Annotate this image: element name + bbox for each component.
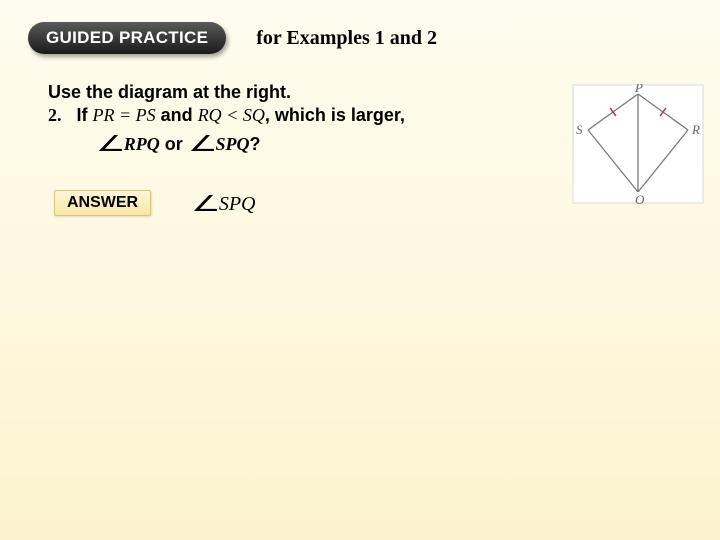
angle-icon: ∠ xyxy=(191,191,221,217)
vertex-label-s: S xyxy=(576,122,583,137)
or-word: or xyxy=(160,134,188,154)
eq-rhs: PS xyxy=(136,105,156,125)
angle-icon: ∠ xyxy=(96,131,126,157)
if-word: If xyxy=(77,105,93,125)
answer-value: ∠SPQ xyxy=(191,190,255,216)
header-row: GUIDED PRACTICE for Examples 1 and 2 xyxy=(0,0,720,54)
ineq-lhs: RQ xyxy=(198,105,222,125)
ineq-sym: < xyxy=(222,105,243,125)
vertex-label-q: Q xyxy=(635,192,645,204)
and-word: and xyxy=(156,105,198,125)
examples-subtitle: for Examples 1 and 2 xyxy=(256,27,437,50)
guided-practice-badge: GUIDED PRACTICE xyxy=(28,22,226,54)
eq-sym: = xyxy=(115,105,136,125)
question-mark: ? xyxy=(250,134,261,154)
tail-text: , which is larger, xyxy=(265,105,405,125)
vertex-label-p: P xyxy=(634,84,643,95)
option-2: SPQ xyxy=(215,134,249,154)
answer-text: SPQ xyxy=(219,193,256,215)
angle-icon: ∠ xyxy=(188,131,218,157)
question-number: 2. xyxy=(48,105,62,125)
ineq-rhs: SQ xyxy=(243,105,265,125)
eq-lhs: PR xyxy=(93,105,115,125)
answer-badge: ANSWER xyxy=(54,190,151,216)
option-1: RPQ xyxy=(124,134,160,154)
geometry-diagram: P S R Q xyxy=(572,84,704,204)
vertex-label-r: R xyxy=(691,122,700,137)
